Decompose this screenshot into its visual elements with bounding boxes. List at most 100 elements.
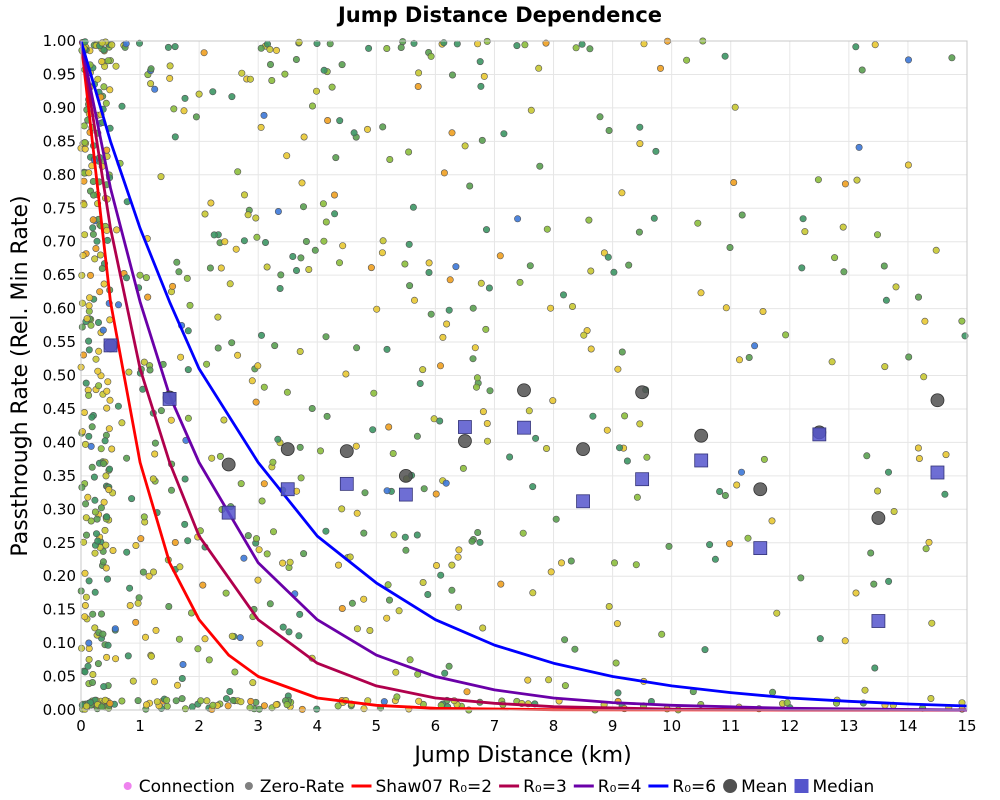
connection-point: [370, 389, 378, 397]
connection-point: [367, 264, 375, 272]
connection-point: [427, 310, 435, 318]
connection-point: [205, 656, 213, 664]
connection-point: [96, 288, 104, 296]
y-tick-label: 0.70: [43, 233, 76, 251]
connection-point: [448, 71, 456, 79]
connection-point: [201, 635, 209, 643]
connection-point: [181, 705, 189, 713]
connection-point: [281, 70, 289, 78]
x-tick-label: 11: [721, 717, 740, 735]
connection-point: [80, 538, 88, 546]
connection-point: [168, 486, 176, 494]
connection-point: [167, 416, 175, 424]
connection-point: [279, 559, 287, 567]
connection-point: [623, 457, 631, 465]
connection-point: [147, 65, 155, 73]
connection-point: [683, 56, 691, 64]
connection-point: [166, 62, 174, 70]
connection-point: [656, 64, 664, 72]
connection-point: [326, 40, 334, 48]
connection-point: [932, 246, 940, 254]
connection-point: [179, 660, 187, 668]
connection-point: [283, 152, 291, 160]
connection-point: [289, 253, 297, 261]
connection-point: [101, 696, 109, 704]
connection-point: [100, 83, 108, 91]
connection-point: [383, 345, 391, 353]
connection-point: [279, 623, 287, 631]
connection-point: [483, 419, 491, 427]
connection-point: [85, 346, 93, 354]
connection-point: [98, 610, 106, 618]
connection-point: [146, 366, 154, 374]
connection-point: [82, 379, 90, 387]
connection-point: [84, 662, 92, 670]
x-tick-label: 5: [372, 717, 382, 735]
connection-point: [85, 169, 93, 177]
connection-point: [885, 577, 893, 585]
connection-point: [140, 358, 148, 366]
connection-point: [100, 498, 108, 506]
plot-frame: [80, 40, 968, 711]
connection-point: [254, 362, 262, 370]
connection-point: [652, 147, 660, 155]
y-tick-label: 1.00: [43, 32, 76, 50]
x-tick-label: 4: [312, 717, 322, 735]
connection-point: [380, 698, 388, 706]
legend-item: Shaw07 R₀=2: [351, 777, 492, 797]
connection-point: [258, 497, 266, 505]
connection-point: [132, 618, 140, 626]
connection-point: [839, 223, 847, 231]
connection-point: [427, 52, 435, 60]
connection-point: [880, 262, 888, 270]
connection-point: [299, 203, 307, 211]
connection-point: [468, 537, 476, 545]
connection-point: [85, 432, 93, 440]
connection-point: [297, 254, 305, 262]
connection-point: [716, 487, 724, 495]
connection-point: [665, 542, 673, 550]
connection-point: [99, 326, 107, 334]
connection-point: [401, 533, 409, 541]
connection-point: [217, 264, 225, 272]
legend-label: Mean: [741, 777, 787, 797]
connection-point: [361, 489, 369, 497]
connection-point: [85, 655, 93, 663]
curve-r-6: [79, 40, 968, 708]
connection-point: [152, 626, 160, 634]
legend-item: R₀=4: [573, 777, 641, 797]
connection-point: [139, 568, 147, 576]
connection-point: [106, 699, 114, 707]
legend: Connection Zero-Rate Shaw07 R₀=2 R₀=3 R₀=4 R₀…: [123, 777, 874, 797]
connection-point: [479, 408, 487, 416]
connection-point: [305, 265, 313, 273]
connection-point: [231, 668, 239, 676]
connection-point: [571, 645, 579, 653]
connection-point: [443, 320, 451, 328]
connection-point: [234, 351, 242, 359]
connection-point: [614, 365, 622, 373]
connection-point: [184, 414, 192, 422]
connection-point: [636, 420, 644, 428]
connection-point: [285, 628, 293, 636]
connection-point: [405, 240, 413, 248]
connection-point: [393, 693, 401, 701]
mean-marker: [576, 442, 590, 456]
connection-point: [78, 483, 86, 491]
connection-point: [529, 483, 537, 491]
connection-point: [260, 383, 268, 391]
connection-point: [247, 697, 255, 705]
connection-point: [221, 238, 229, 246]
connection-point: [132, 541, 140, 549]
connection-point: [151, 439, 159, 447]
connection-point: [87, 517, 95, 525]
connection-point: [958, 317, 966, 325]
connection-point: [118, 102, 126, 110]
connection-point: [322, 333, 330, 341]
connection-point: [292, 55, 300, 63]
connection-point: [469, 304, 477, 312]
connection-point: [738, 211, 746, 219]
connection-point: [238, 69, 246, 77]
connection-point: [441, 669, 449, 677]
